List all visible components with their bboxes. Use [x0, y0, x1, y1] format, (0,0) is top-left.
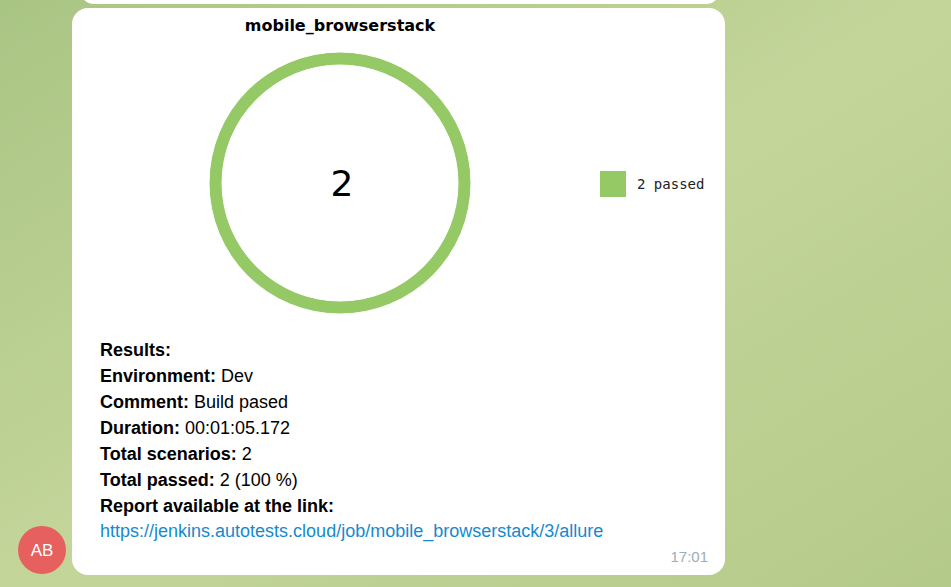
result-line: Environment:Dev — [100, 366, 253, 386]
center-total: 2 — [331, 163, 354, 204]
message-bubble — [72, 8, 725, 575]
result-line: Total passed:2 (100 %) — [100, 470, 298, 490]
field-value: 00:01:05.172 — [185, 418, 290, 438]
report-link[interactable]: https://jenkins.autotests.cloud/job/mobi… — [100, 521, 603, 542]
result-line: Comment:Build pased — [100, 392, 288, 412]
field-label: Total scenarios: — [100, 444, 237, 464]
chart-title: mobile_browserstack — [245, 16, 436, 35]
donut — [209, 52, 471, 314]
field-label: Total passed: — [100, 470, 215, 490]
chart: mobile_browserstack 2 2 passed — [209, 16, 704, 314]
avatar[interactable] — [18, 526, 66, 574]
donut-slice — [209, 52, 471, 314]
legend-swatch — [600, 171, 626, 197]
field-value: Dev — [221, 366, 253, 386]
avatar-initials: AB — [31, 541, 54, 560]
result-line: Total scenarios:2 — [100, 444, 252, 464]
results-heading: Results: — [100, 340, 171, 360]
field-value: Build pased — [194, 392, 288, 412]
legend: 2 passed — [600, 171, 704, 197]
previous-bubble — [80, 0, 720, 4]
message-time: 17:01 — [670, 548, 708, 565]
message-text: Results: Environment:Dev Comment:Build pas… — [100, 340, 603, 542]
screen: mobile_browserstack 2 2 passed Results: Envi… — [0, 0, 951, 587]
link-label: Report available at the link: — [100, 496, 334, 516]
legend-label: 2 passed — [637, 176, 704, 192]
chat-background — [0, 0, 951, 587]
result-line: Duration:00:01:05.172 — [100, 418, 290, 438]
field-value: 2 — [242, 444, 252, 464]
field-label: Comment: — [100, 392, 189, 412]
field-value: 2 (100 %) — [220, 470, 298, 490]
field-label: Duration: — [100, 418, 180, 438]
field-label: Environment: — [100, 366, 216, 386]
